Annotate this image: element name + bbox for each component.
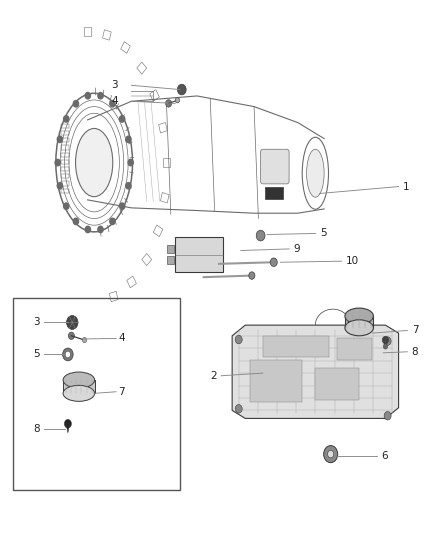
Circle shape [249, 272, 255, 279]
Text: 10: 10 [346, 256, 359, 266]
Circle shape [110, 218, 115, 224]
Bar [13, 298, 180, 490]
Circle shape [73, 218, 78, 224]
Text: 2: 2 [210, 371, 217, 381]
Circle shape [324, 446, 338, 463]
Circle shape [85, 226, 91, 232]
Bar [250, 360, 302, 402]
Bar [61, 167, 69, 171]
Text: 5: 5 [320, 229, 326, 238]
Bar [263, 336, 328, 357]
Text: 7: 7 [412, 326, 418, 335]
Bar [121, 42, 130, 53]
Polygon shape [66, 424, 70, 433]
Bar [159, 123, 167, 133]
Bar [163, 158, 170, 167]
Circle shape [166, 100, 172, 107]
Bar [175, 237, 223, 272]
Bar [61, 131, 69, 135]
Bar [167, 256, 174, 264]
Circle shape [177, 84, 186, 95]
Circle shape [110, 101, 115, 107]
Ellipse shape [76, 128, 113, 197]
Text: 5: 5 [33, 350, 39, 359]
Text: 4: 4 [118, 334, 125, 343]
Circle shape [120, 116, 125, 122]
Bar [61, 138, 69, 142]
Circle shape [270, 258, 277, 266]
Bar [102, 30, 111, 40]
Circle shape [63, 348, 73, 361]
Bar [160, 192, 169, 203]
Circle shape [98, 93, 103, 99]
Circle shape [67, 316, 78, 329]
Text: 7: 7 [118, 387, 125, 397]
Circle shape [98, 226, 103, 232]
Circle shape [235, 335, 242, 344]
Text: 3: 3 [112, 80, 118, 90]
Circle shape [382, 336, 389, 344]
Bar [142, 254, 152, 265]
Circle shape [64, 116, 69, 122]
Bar [110, 291, 118, 302]
Bar [63, 380, 95, 393]
Bar [61, 160, 69, 164]
Bar [345, 316, 373, 328]
Circle shape [126, 183, 131, 189]
Bar [84, 27, 91, 36]
Bar [153, 225, 163, 237]
Circle shape [384, 411, 391, 420]
Bar [137, 62, 147, 74]
Polygon shape [232, 325, 399, 418]
Text: 8: 8 [33, 424, 39, 434]
Text: 4: 4 [112, 96, 118, 106]
Text: 6: 6 [381, 451, 388, 461]
Circle shape [57, 183, 63, 189]
Bar [167, 245, 174, 253]
Circle shape [57, 136, 63, 142]
Text: 8: 8 [412, 347, 418, 357]
Text: 1: 1 [403, 182, 410, 191]
Ellipse shape [307, 149, 324, 197]
Circle shape [55, 159, 60, 166]
Circle shape [64, 203, 69, 209]
Bar [337, 338, 372, 360]
Text: 3: 3 [33, 318, 39, 327]
Circle shape [82, 337, 87, 343]
Circle shape [68, 332, 74, 340]
Circle shape [120, 203, 125, 209]
Circle shape [126, 136, 131, 142]
Circle shape [235, 405, 242, 413]
Ellipse shape [345, 308, 373, 324]
Ellipse shape [63, 385, 95, 401]
Text: 9: 9 [293, 244, 300, 254]
Bar [61, 181, 69, 185]
Circle shape [128, 159, 133, 166]
Circle shape [73, 101, 78, 107]
Bar [61, 189, 69, 193]
Circle shape [256, 230, 265, 241]
Circle shape [65, 351, 71, 358]
Bar [61, 152, 69, 157]
Bar [315, 368, 359, 400]
Bar [61, 124, 69, 128]
Circle shape [384, 337, 391, 345]
Bar [127, 276, 136, 288]
Circle shape [328, 450, 334, 458]
Ellipse shape [63, 372, 95, 388]
Circle shape [85, 93, 91, 99]
Circle shape [383, 344, 388, 349]
Ellipse shape [345, 320, 373, 336]
FancyBboxPatch shape [261, 149, 289, 184]
Bar [61, 174, 69, 179]
Bar [265, 187, 283, 199]
Bar [150, 90, 159, 101]
Bar [61, 146, 69, 150]
Circle shape [64, 419, 71, 428]
Circle shape [175, 98, 180, 103]
